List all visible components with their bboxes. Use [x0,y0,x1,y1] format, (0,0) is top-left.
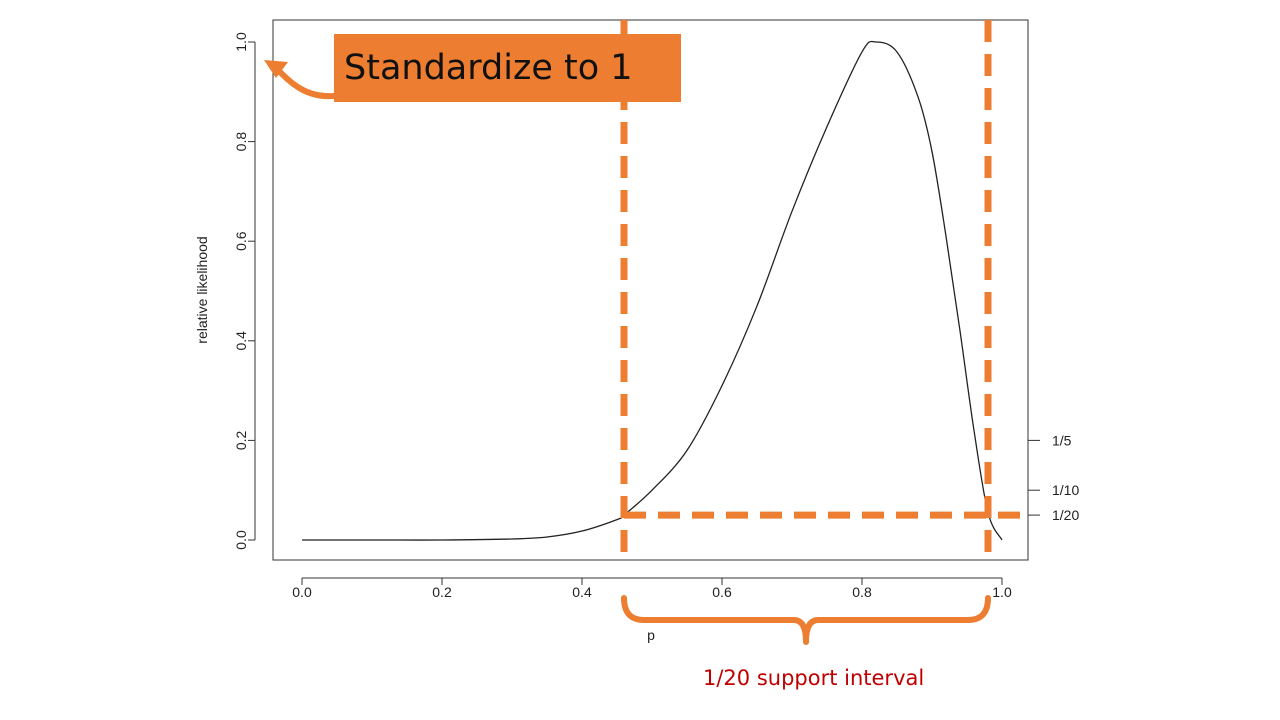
right-tick-label: 1/5 [1052,432,1072,448]
callout-arrow-shaft [273,65,337,100]
likelihood-curve [302,40,1003,541]
y-tick-label: 0.4 [233,331,249,351]
right-tick-label: 1/20 [1052,507,1079,523]
y-tick-label: 0.2 [233,430,249,450]
standardize-callout: Standardize to 1 [334,34,681,102]
x-tick-label: 1.0 [992,584,1012,600]
x-tick-label: 0.4 [572,584,592,600]
x-tick-label: 0.0 [292,584,312,600]
y-tick-label: 0.8 [233,132,249,152]
support-interval-label: 1/20 support interval [703,666,925,690]
plot-box [272,19,1029,561]
x-tick-label: 0.6 [712,584,732,600]
right-tick-label: 1/10 [1052,482,1079,498]
x-axis-title: p [647,627,655,643]
support-interval-brace [621,595,991,645]
y-axis-title: relative likelihood [194,236,210,343]
y-tick-label: 0.0 [233,530,249,550]
callout-text: Standardize to 1 [344,48,633,88]
callout-arrow-head [264,60,288,78]
y-tick-label: 1.0 [233,32,249,52]
x-tick-label: 0.8 [852,584,872,600]
x-tick-label: 0.2 [432,584,452,600]
y-tick-label: 0.6 [233,231,249,251]
